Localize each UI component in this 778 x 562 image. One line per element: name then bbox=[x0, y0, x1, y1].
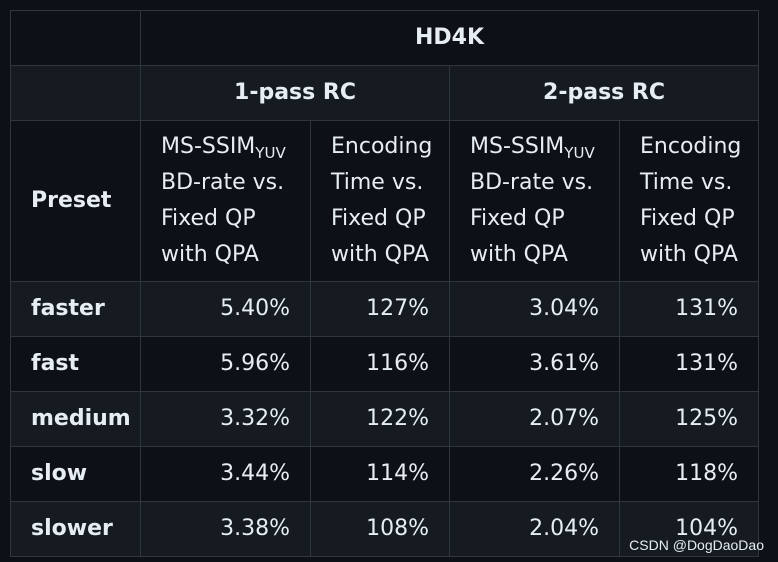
cell-2pass-time: 131% bbox=[618, 336, 760, 392]
cell-1pass-time: 116% bbox=[310, 336, 450, 392]
ssim-header-1pass: MS-SSIMYUV BD-rate vs. Fixed QP with QPA bbox=[140, 120, 311, 282]
cell-2pass-bdrate: 2.26% bbox=[449, 446, 620, 502]
cell-2pass-time: 118% bbox=[618, 446, 760, 502]
table-row: fast 5.96% 116% 3.61% 131% bbox=[10, 336, 760, 392]
table-row: slower 3.38% 108% 2.04% 104% bbox=[10, 501, 760, 557]
preset-name: slow bbox=[10, 446, 141, 502]
group-header-hd4k: HD4K bbox=[139, 10, 760, 66]
header-row-pass: 1-pass RC 2-pass RC bbox=[10, 65, 760, 121]
cell-2pass-bdrate: 3.61% bbox=[449, 336, 620, 392]
empty-corner-cell bbox=[10, 65, 141, 121]
cell-1pass-time: 114% bbox=[310, 446, 450, 502]
header-row-metrics: Preset MS-SSIMYUV BD-rate vs. Fixed QP w… bbox=[10, 120, 760, 282]
pass-header-2: 2-pass RC bbox=[448, 65, 760, 121]
table-row: medium 3.32% 122% 2.07% 125% bbox=[10, 391, 760, 447]
cell-1pass-bdrate: 3.44% bbox=[140, 446, 311, 502]
ssim-header-2pass: MS-SSIMYUV BD-rate vs. Fixed QP with QPA bbox=[449, 120, 620, 282]
time-header-2pass: Encoding Time vs. Fixed QP with QPA bbox=[618, 120, 760, 282]
results-table: HD4K 1-pass RC 2-pass RC Preset MS-SSIMY… bbox=[10, 10, 760, 557]
cell-2pass-bdrate: 2.07% bbox=[449, 391, 620, 447]
cell-1pass-time: 122% bbox=[310, 391, 450, 447]
preset-name: fast bbox=[10, 336, 141, 392]
cell-1pass-bdrate: 3.32% bbox=[140, 391, 311, 447]
pass-header-1: 1-pass RC bbox=[140, 65, 450, 121]
cell-2pass-time: 125% bbox=[618, 391, 760, 447]
ssim-header-line1: MS-SSIMYUV bbox=[470, 134, 595, 162]
empty-corner-cell bbox=[10, 10, 141, 66]
cell-2pass-bdrate: 2.04% bbox=[449, 501, 620, 557]
table-row: faster 5.40% 127% 3.04% 131% bbox=[10, 281, 760, 337]
preset-name: slower bbox=[10, 501, 141, 557]
cell-2pass-bdrate: 3.04% bbox=[449, 281, 620, 337]
table-row: slow 3.44% 114% 2.26% 118% bbox=[10, 446, 760, 502]
header-row-group: HD4K bbox=[10, 10, 760, 66]
time-header-1pass: Encoding Time vs. Fixed QP with QPA bbox=[310, 120, 450, 282]
cell-1pass-bdrate: 5.96% bbox=[140, 336, 311, 392]
preset-header: Preset bbox=[10, 120, 141, 282]
cell-2pass-time: 104% bbox=[618, 501, 760, 557]
preset-name: medium bbox=[10, 391, 141, 447]
cell-1pass-time: 108% bbox=[310, 501, 450, 557]
watermark: CSDN @DogDaoDao bbox=[629, 537, 764, 553]
cell-2pass-time: 131% bbox=[618, 281, 760, 337]
preset-name: faster bbox=[10, 281, 141, 337]
ssim-header-line1: MS-SSIMYUV bbox=[161, 134, 286, 162]
cell-1pass-bdrate: 5.40% bbox=[140, 281, 311, 337]
cell-1pass-time: 127% bbox=[310, 281, 450, 337]
cell-1pass-bdrate: 3.38% bbox=[140, 501, 311, 557]
